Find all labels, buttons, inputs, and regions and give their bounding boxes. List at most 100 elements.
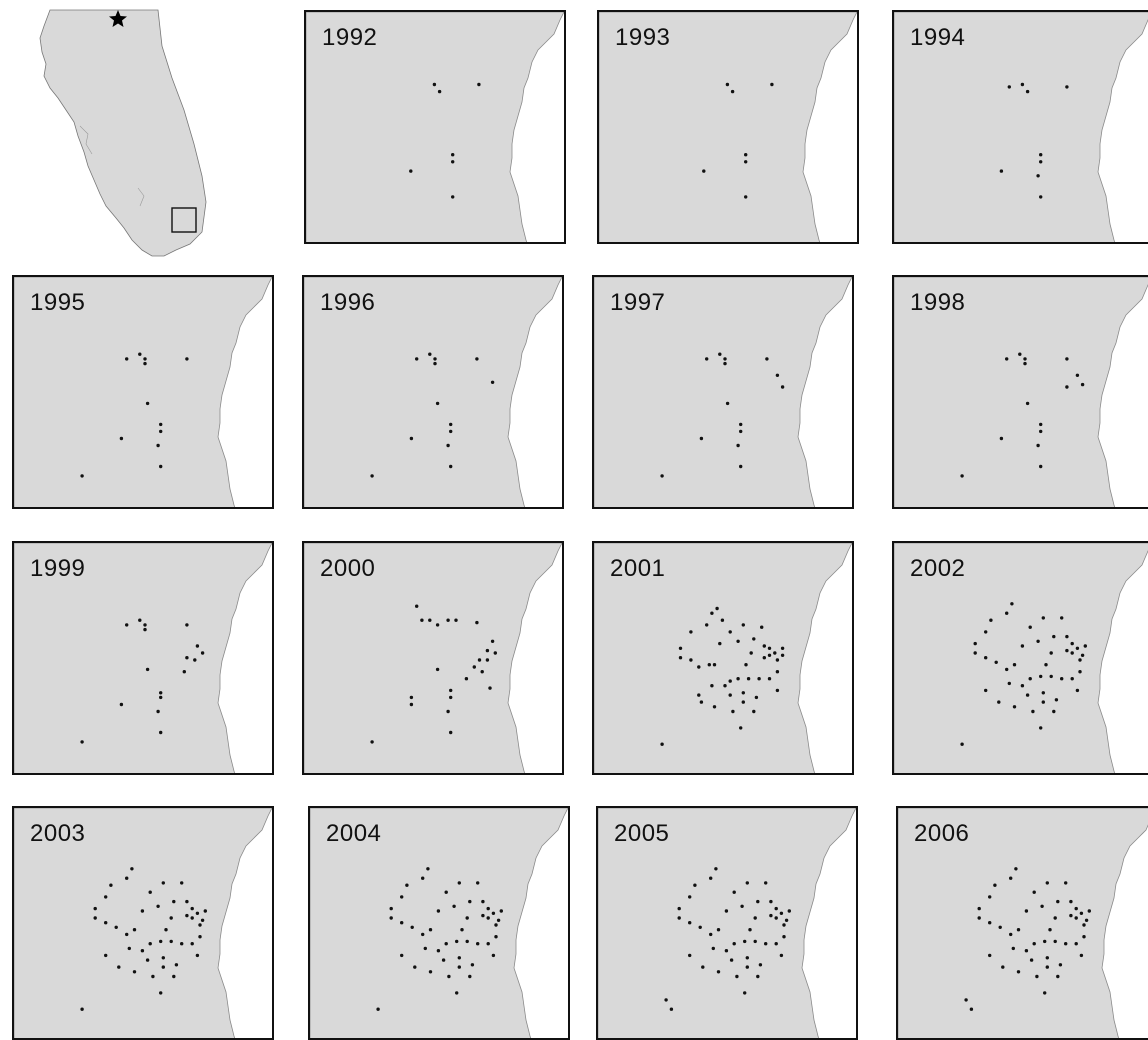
occurrence-point xyxy=(465,939,469,944)
occurrence-point xyxy=(1045,956,1049,960)
occurrence-point xyxy=(370,740,374,744)
occurrence-point xyxy=(1023,361,1027,366)
occurrence-point xyxy=(491,911,496,915)
occurrence-point xyxy=(428,928,433,932)
occurrence-point xyxy=(436,949,441,953)
occurrence-point xyxy=(200,651,205,655)
occurrence-point xyxy=(984,630,988,634)
occurrence-point xyxy=(1056,974,1060,979)
occurrence-point xyxy=(195,644,200,648)
occurrence-point xyxy=(159,691,163,695)
occurrence-point xyxy=(494,923,498,927)
occurrence-point xyxy=(1079,911,1084,915)
occurrence-point xyxy=(143,357,147,361)
occurrence-point xyxy=(767,677,772,681)
occurrence-point xyxy=(389,906,393,911)
occurrence-point xyxy=(709,932,713,937)
occurrence-point xyxy=(446,709,450,714)
occurrence-point xyxy=(743,991,747,995)
occurrence-point xyxy=(724,949,729,953)
occurrence-point xyxy=(485,648,490,653)
land-coastline xyxy=(599,12,857,242)
occurrence-point xyxy=(1065,648,1069,653)
occurrence-point xyxy=(446,443,450,448)
occurrence-point xyxy=(774,906,778,911)
occurrence-point xyxy=(1069,913,1073,918)
occurrence-point xyxy=(1012,663,1017,667)
occurrence-point xyxy=(744,153,748,157)
occurrence-point xyxy=(1053,939,1057,944)
occurrence-point xyxy=(132,928,137,932)
occurrence-point xyxy=(1029,958,1034,962)
year-label: 2005 xyxy=(614,820,670,847)
occurrence-point xyxy=(1058,963,1063,967)
occurrence-point xyxy=(476,881,480,885)
land-coastline xyxy=(898,808,1148,1038)
occurrence-point xyxy=(140,949,145,953)
land-coastline xyxy=(14,277,272,507)
occurrence-point xyxy=(432,82,437,87)
occurrence-point xyxy=(784,918,789,922)
land-coastline xyxy=(894,277,1148,507)
occurrence-point xyxy=(151,974,155,979)
occurrence-point xyxy=(172,899,176,904)
occurrence-point xyxy=(400,895,404,899)
occurrence-point xyxy=(1060,677,1064,681)
occurrence-point xyxy=(185,623,189,627)
occurrence-points xyxy=(702,82,774,199)
occurrence-point xyxy=(493,651,497,655)
occurrence-point xyxy=(148,942,152,946)
occurrence-point xyxy=(709,876,713,880)
occurrence-point xyxy=(732,942,736,946)
occurrence-point xyxy=(172,974,176,979)
occurrence-point xyxy=(477,82,481,87)
occurrence-point xyxy=(198,923,202,927)
occurrence-points xyxy=(80,618,205,744)
occurrence-point xyxy=(138,352,142,356)
occurrence-point xyxy=(741,691,745,695)
occurrence-point xyxy=(736,639,740,643)
map-panel-2005: 2005 xyxy=(596,806,858,1040)
year-label: 1995 xyxy=(30,289,86,316)
occurrence-point xyxy=(764,942,768,946)
occurrence-point xyxy=(1080,653,1085,657)
occurrence-point xyxy=(104,953,108,958)
occurrence-point xyxy=(80,740,84,744)
occurrence-point xyxy=(1009,932,1013,937)
map-panel-2000: 2000 xyxy=(302,541,564,775)
occurrence-point xyxy=(782,923,786,927)
occurrence-point xyxy=(180,942,184,946)
occurrence-point xyxy=(715,606,719,611)
occurrence-point xyxy=(745,956,749,960)
occurrence-point xyxy=(723,684,727,688)
occurrence-point xyxy=(1032,890,1036,894)
map-panel-2002: 2002 xyxy=(892,541,1148,775)
occurrence-point xyxy=(185,899,189,904)
occurrence-point xyxy=(780,646,785,650)
occurrence-point xyxy=(119,702,124,707)
occurrence-point xyxy=(159,695,163,700)
year-label: 1999 xyxy=(30,555,86,582)
occurrence-points xyxy=(999,82,1069,199)
occurrence-point xyxy=(409,169,413,173)
occurrence-point xyxy=(716,928,721,932)
occurrence-point xyxy=(1011,946,1015,951)
occurrence-point xyxy=(190,906,194,911)
occurrence-point xyxy=(491,953,496,958)
occurrence-point xyxy=(752,637,756,641)
occurrence-point xyxy=(707,663,711,667)
occurrence-point xyxy=(449,730,453,735)
occurrence-point xyxy=(1052,709,1056,714)
occurrence-point xyxy=(486,942,490,946)
occurrence-point xyxy=(195,911,200,915)
occurrence-point xyxy=(195,953,200,958)
occurrence-point xyxy=(114,925,118,929)
land-area xyxy=(894,12,1148,242)
occurrence-point xyxy=(724,909,729,913)
occurrence-point xyxy=(455,939,459,944)
occurrence-point xyxy=(477,658,482,662)
occurrence-point xyxy=(1080,382,1085,387)
occurrence-point xyxy=(698,925,702,929)
occurrence-point xyxy=(449,429,453,434)
occurrence-point xyxy=(409,695,414,700)
